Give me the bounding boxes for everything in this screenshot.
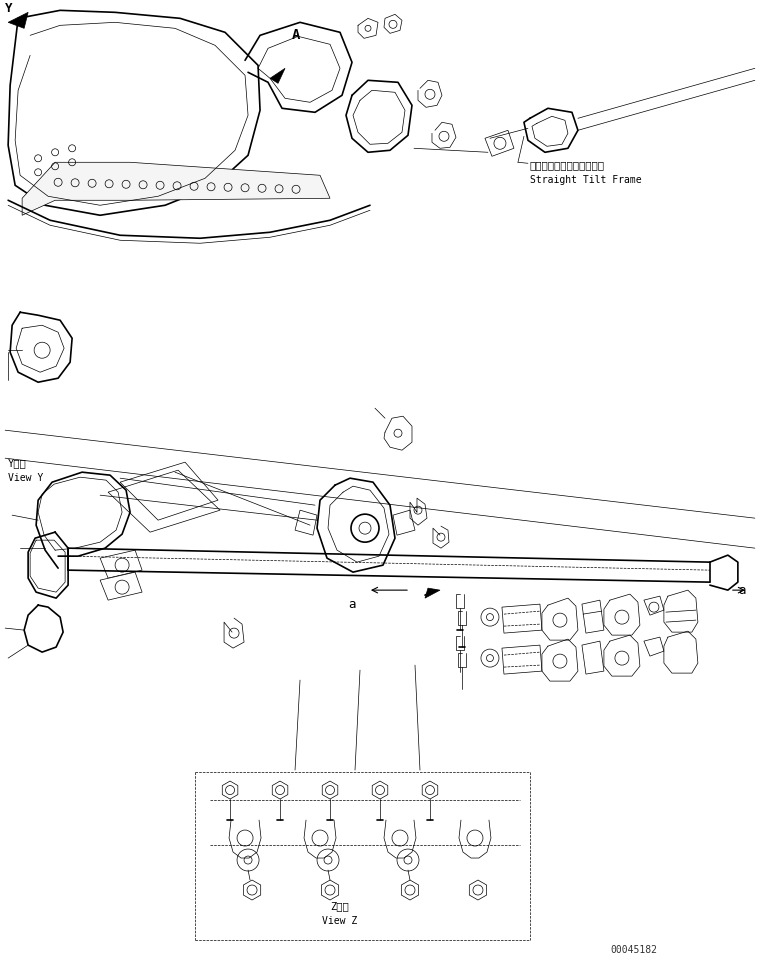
Polygon shape [295, 511, 317, 536]
Polygon shape [8, 12, 28, 29]
Text: Y: Y [5, 2, 13, 14]
Text: Y　視: Y 視 [8, 458, 27, 468]
Text: View Z: View Z [323, 916, 357, 926]
Polygon shape [393, 511, 415, 536]
Polygon shape [8, 11, 260, 216]
Polygon shape [100, 550, 142, 578]
Text: 00045182: 00045182 [610, 945, 657, 955]
Text: ストレートチルトフレーム: ストレートチルトフレーム [530, 160, 605, 171]
Text: Z　視: Z 視 [331, 901, 349, 911]
Polygon shape [425, 588, 440, 598]
Text: A: A [292, 29, 301, 42]
Text: View Y: View Y [8, 473, 43, 483]
Polygon shape [100, 572, 142, 600]
Polygon shape [270, 68, 285, 83]
Polygon shape [22, 162, 330, 216]
Text: Straight Tilt Frame: Straight Tilt Frame [530, 175, 641, 185]
Text: a: a [348, 598, 356, 610]
Text: a: a [738, 583, 745, 597]
